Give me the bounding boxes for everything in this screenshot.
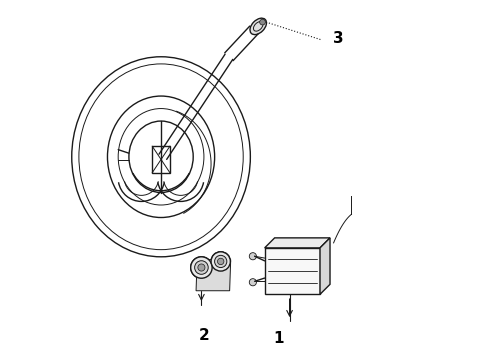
Circle shape: [191, 257, 212, 278]
Circle shape: [191, 257, 212, 278]
Circle shape: [211, 252, 230, 271]
Polygon shape: [196, 260, 231, 291]
Circle shape: [198, 264, 205, 271]
Circle shape: [249, 253, 256, 260]
Circle shape: [198, 264, 205, 271]
Polygon shape: [265, 238, 330, 248]
Polygon shape: [320, 238, 330, 294]
Text: 1: 1: [274, 332, 284, 346]
Circle shape: [218, 258, 224, 265]
Ellipse shape: [250, 18, 267, 35]
Circle shape: [249, 279, 256, 286]
Circle shape: [215, 255, 227, 267]
Circle shape: [218, 258, 224, 265]
FancyBboxPatch shape: [265, 248, 320, 294]
Text: 2: 2: [198, 328, 209, 343]
Circle shape: [260, 19, 266, 25]
Circle shape: [215, 255, 227, 267]
Circle shape: [211, 252, 230, 271]
Circle shape: [195, 261, 208, 274]
Circle shape: [195, 261, 208, 274]
Text: 3: 3: [333, 31, 343, 46]
